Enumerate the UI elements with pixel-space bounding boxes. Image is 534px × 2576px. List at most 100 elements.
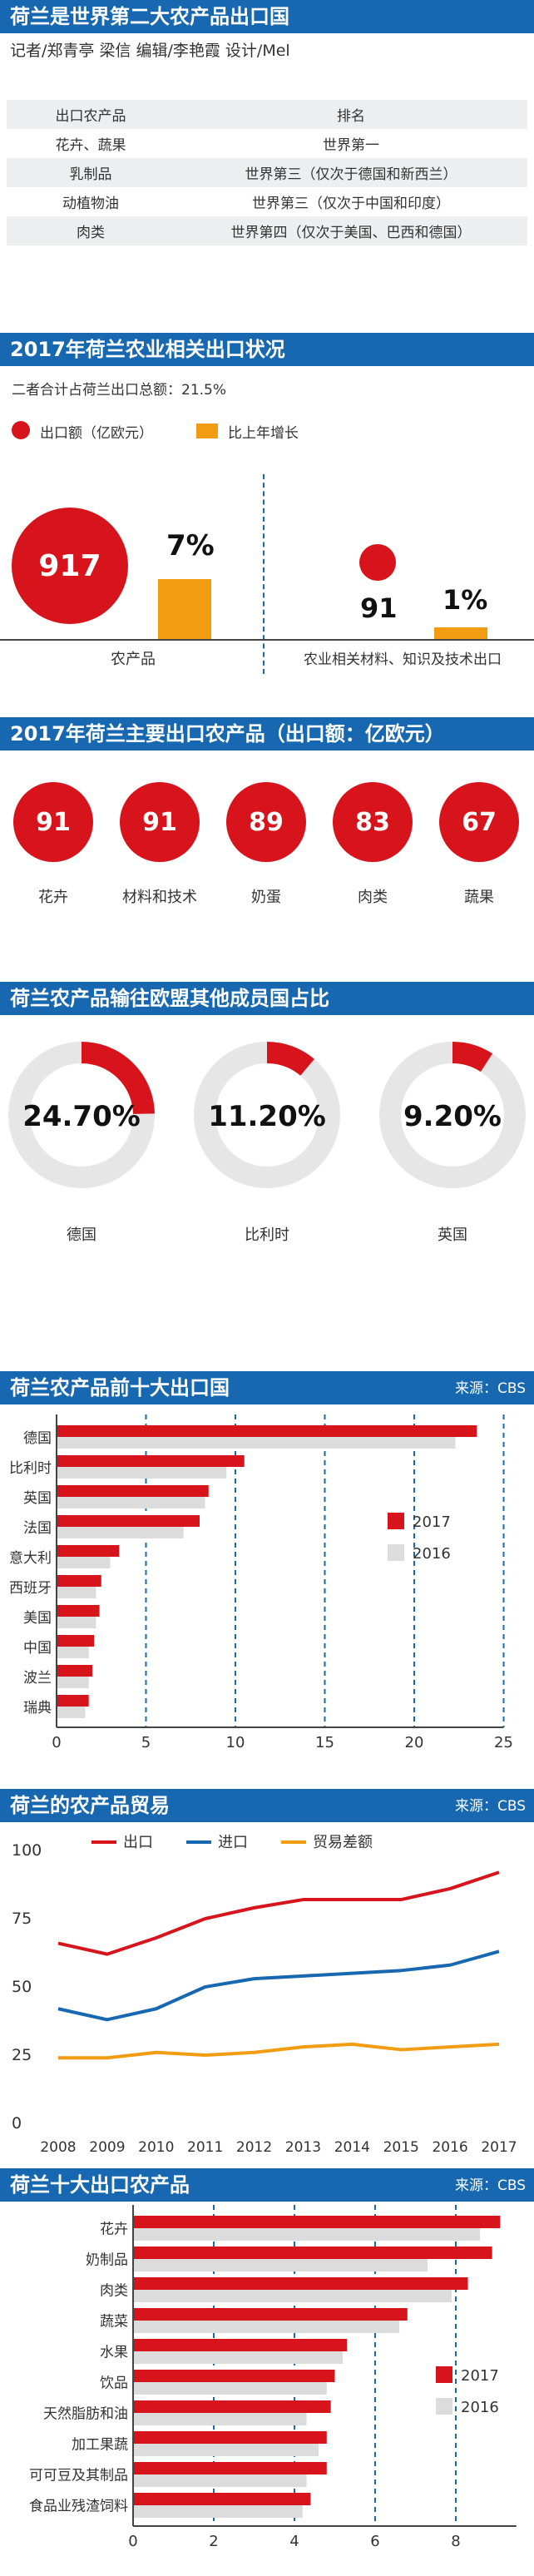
donut-arc (81, 1042, 155, 1115)
bar-2016 (133, 2351, 344, 2364)
product-label: 肉类 (358, 889, 388, 906)
category-label: 中国 (23, 1640, 52, 1657)
bar-2016 (57, 1617, 96, 1628)
bar-2016 (133, 2321, 400, 2333)
table-header-rank: 排名 (175, 100, 527, 129)
donut-label: 英国 (438, 1226, 467, 1244)
donut-value: 9.20% (403, 1100, 502, 1133)
section6-source: 来源：CBS (454, 1798, 526, 1815)
product-value: 83 (355, 807, 390, 837)
bar-2016 (57, 1587, 96, 1598)
x-tick-label: 10 (226, 1734, 245, 1751)
bar-2017 (133, 2493, 311, 2505)
section7-title: 荷兰十大出口农产品 (10, 2173, 190, 2197)
x-tick-label: 2015 (383, 2139, 419, 2156)
bar-2017 (133, 2370, 335, 2382)
section6-header: 荷兰的农产品贸易 来源：CBS (0, 1789, 534, 1822)
bar-2016 (57, 1437, 456, 1449)
product-label: 蔬果 (464, 889, 494, 906)
table-cell: 世界第三（仅次于中国和印度） (175, 187, 527, 216)
product-circle: 91 (13, 782, 93, 862)
growth-value-agri: 7% (166, 529, 215, 562)
product-value: 91 (142, 807, 177, 837)
category-label: 天然脂肪和油 (43, 2406, 128, 2423)
section5-title: 荷兰农产品前十大出口国 (10, 1376, 230, 1399)
legend-swatch (436, 2366, 452, 2383)
product-circle: 89 (226, 782, 306, 862)
bar-2016 (57, 1707, 86, 1718)
legend-dot-export (12, 421, 30, 439)
section3-header: 2017年荷兰主要出口农产品（出口额：亿欧元） (0, 717, 534, 751)
category-label: 英国 (23, 1490, 52, 1507)
table-cell: 动植物油 (7, 187, 175, 216)
legend-square-growth (196, 424, 218, 438)
main-title: 荷兰是世界第二大农产品出口国 (10, 5, 289, 28)
bar-2016 (133, 2413, 307, 2425)
legend-label: 贸易差额 (313, 1834, 373, 1851)
product-circle: 67 (439, 782, 519, 862)
y-tick-label: 75 (12, 1910, 32, 1928)
bar-2017 (133, 2400, 331, 2413)
x-tick-label: 0 (52, 1734, 61, 1751)
growth-bar-agri (158, 579, 211, 639)
x-tick-label: 5 (141, 1734, 151, 1751)
bar-2017 (57, 1695, 89, 1707)
category-label: 可可豆及其制品 (29, 2468, 128, 2484)
group-label-tech: 农业相关材料、知识及技术出口 (304, 651, 502, 668)
category-label: 瑞典 (23, 1700, 52, 1717)
table-row: 花卉、蔬果 世界第一 (7, 129, 527, 158)
donut-arc (452, 1042, 493, 1073)
category-label: 意大利 (9, 1550, 52, 1567)
bar-2017 (57, 1575, 101, 1587)
x-tick-label: 6 (370, 2533, 379, 2550)
eu-share-donuts: 24.70% 德国 11.20% 比利时 9.20% 英国 (8, 1042, 526, 1244)
bar-2017 (57, 1605, 100, 1617)
y-tick-label: 0 (12, 2114, 22, 2133)
category-label: 蔬菜 (100, 2314, 128, 2331)
bar-2017 (133, 2431, 327, 2444)
section3-title: 2017年荷兰主要出口农产品（出口额：亿欧元） (10, 722, 445, 746)
series-line-出口 (57, 1870, 500, 1956)
section4-header: 荷兰农产品输往欧盟其他成员国占比 (0, 982, 534, 1015)
bar-2017 (57, 1425, 477, 1437)
x-tick-label: 2011 (187, 2139, 223, 2156)
bar-2016 (57, 1557, 111, 1568)
legend-swatch (436, 2398, 452, 2415)
bar-2017 (57, 1635, 95, 1647)
bar-2017 (57, 1455, 245, 1467)
table-row: 肉类 世界第四（仅次于美国、巴西和德国） (7, 216, 527, 245)
x-tick-label: 8 (451, 2533, 460, 2550)
product-value: 91 (36, 807, 71, 837)
x-tick-label: 25 (494, 1734, 513, 1751)
top10-products-chart: 0 2 4 6 8 花卉奶制品肉类蔬菜水果饮品天然脂肪和油加工果蔬可可豆及其制品食品业残渣… (29, 2205, 517, 2550)
x-tick-label: 2017 (481, 2139, 517, 2156)
bar-2017 (133, 2277, 468, 2290)
donut-value: 11.20% (208, 1100, 326, 1133)
table-header-product: 出口农产品 (7, 100, 175, 129)
series-line-贸易差额 (58, 2042, 500, 2060)
bar-2017 (57, 1515, 200, 1527)
legend-label: 2017 (413, 1513, 451, 1531)
category-label: 肉类 (100, 2283, 128, 2300)
table-cell: 世界第四（仅次于美国、巴西和德国） (175, 216, 527, 245)
section2-note: 二者合计占荷兰出口总额：21.5% (12, 382, 227, 399)
bar-2016 (133, 2290, 452, 2302)
export-value-tech: 91 (360, 592, 398, 624)
section2-baseline (0, 639, 534, 641)
table-row: 动植物油 世界第三（仅次于中国和印度） (7, 187, 527, 216)
growth-bar-tech (434, 627, 487, 639)
bar-2017 (57, 1665, 92, 1677)
section2-header: 2017年荷兰农业相关出口状况 (0, 333, 534, 366)
bar-2017 (133, 2308, 408, 2321)
category-label: 加工果蔬 (72, 2437, 128, 2454)
category-label: 德国 (23, 1430, 52, 1447)
bar-2016 (133, 2259, 428, 2271)
y-tick-label: 50 (12, 1978, 32, 1996)
product-circle: 83 (333, 782, 413, 862)
table-row: 乳制品 世界第三（仅次于德国和新西兰） (7, 158, 527, 187)
section1-header: 荷兰是世界第二大农产品出口国 (0, 0, 534, 33)
bar-2016 (57, 1647, 89, 1658)
bar-2016 (57, 1497, 205, 1508)
export-circle-tech (359, 544, 396, 581)
